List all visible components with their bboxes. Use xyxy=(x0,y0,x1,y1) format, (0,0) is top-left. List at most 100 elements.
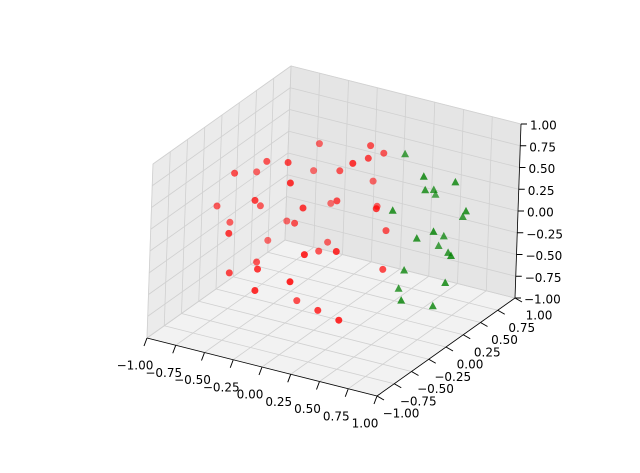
point xyxy=(254,265,261,273)
point xyxy=(379,265,387,273)
point xyxy=(324,238,332,246)
z-tick-label: 0.25 xyxy=(528,184,555,198)
y-tick-label: −0.75 xyxy=(400,394,437,408)
point xyxy=(300,251,308,259)
grid-line xyxy=(288,130,519,190)
y-tick xyxy=(376,395,385,401)
x-tick xyxy=(316,381,320,390)
x-tick xyxy=(258,366,263,376)
x-axis xyxy=(146,337,378,397)
point xyxy=(256,202,264,210)
point xyxy=(439,231,448,240)
grid-line xyxy=(289,109,520,168)
grid-line xyxy=(215,288,447,348)
grid-line xyxy=(149,174,288,274)
point xyxy=(315,140,323,148)
point xyxy=(283,217,291,225)
point xyxy=(251,196,259,204)
point xyxy=(251,287,259,294)
z-tick-label: 0.00 xyxy=(527,206,554,220)
grid-line xyxy=(150,130,289,230)
point xyxy=(336,167,344,175)
grid-line xyxy=(149,152,289,252)
point xyxy=(225,269,233,277)
point xyxy=(441,278,450,286)
grid-line xyxy=(250,264,481,323)
point xyxy=(388,206,397,214)
y-tick xyxy=(445,346,454,352)
point xyxy=(284,159,292,166)
y-tick xyxy=(463,334,471,340)
x-tick xyxy=(344,388,349,397)
point xyxy=(327,199,335,207)
x-tick-label: −0.50 xyxy=(174,373,211,387)
z-tick-label: 1.00 xyxy=(530,119,557,133)
point xyxy=(458,212,467,220)
point xyxy=(364,154,372,162)
point xyxy=(412,234,421,242)
grid-line xyxy=(287,174,518,234)
grid-line xyxy=(198,300,429,360)
point xyxy=(263,157,271,165)
point xyxy=(372,205,380,213)
y-tick-label: −0.50 xyxy=(417,382,454,396)
point xyxy=(213,202,221,210)
grid-line xyxy=(181,313,412,372)
x-tick-label: −0.75 xyxy=(145,366,182,380)
point xyxy=(293,297,301,305)
point xyxy=(428,301,437,310)
point xyxy=(225,229,233,237)
x-tick-label: 1.00 xyxy=(352,417,379,431)
point xyxy=(264,236,272,244)
x-tick xyxy=(201,352,205,361)
point xyxy=(382,227,390,235)
point xyxy=(451,177,460,186)
y-tick-label: 0.25 xyxy=(474,345,501,359)
x-tick xyxy=(373,395,378,405)
point xyxy=(315,247,323,255)
z-tick-label: 0.50 xyxy=(529,162,556,176)
y-tick-label: 0.50 xyxy=(491,333,518,347)
point xyxy=(286,179,294,187)
point xyxy=(462,206,470,215)
grid-line xyxy=(290,87,521,147)
grid-line xyxy=(233,276,464,336)
grid-line xyxy=(267,251,498,311)
y-axis xyxy=(376,297,516,397)
point xyxy=(419,172,428,180)
point xyxy=(253,168,261,176)
z-tick-label: −0.25 xyxy=(526,227,563,241)
grid-line xyxy=(290,65,522,125)
grid-line xyxy=(151,109,290,208)
y-tick xyxy=(497,309,505,315)
grid-line xyxy=(146,239,286,339)
x-tick-label: 0.50 xyxy=(294,402,321,416)
x-tick-label: 0.00 xyxy=(237,388,264,402)
y-tick-label: 1.00 xyxy=(526,309,553,323)
y-tick xyxy=(394,383,402,389)
grid-line xyxy=(152,87,291,187)
y-tick-label: −1.00 xyxy=(383,407,420,421)
point xyxy=(333,197,341,205)
point xyxy=(349,159,357,167)
x-tick-label: −1.00 xyxy=(117,359,154,373)
point xyxy=(367,142,375,150)
point xyxy=(226,218,234,226)
point xyxy=(431,190,440,198)
point xyxy=(434,241,443,249)
z-tick-label: −1.00 xyxy=(524,293,561,307)
y-tick xyxy=(480,322,488,327)
y-tick xyxy=(514,297,523,303)
x-tick-label: −0.25 xyxy=(203,380,240,394)
point xyxy=(332,248,340,255)
z-tick-label: −0.75 xyxy=(525,271,562,285)
grid-line xyxy=(148,196,287,295)
y-tick xyxy=(411,371,419,376)
point xyxy=(394,284,403,292)
z-tick-label: 0.75 xyxy=(529,140,556,154)
grid-line xyxy=(152,65,292,165)
x-tick-label: 0.25 xyxy=(265,395,292,409)
point xyxy=(253,258,261,266)
point xyxy=(314,306,322,314)
